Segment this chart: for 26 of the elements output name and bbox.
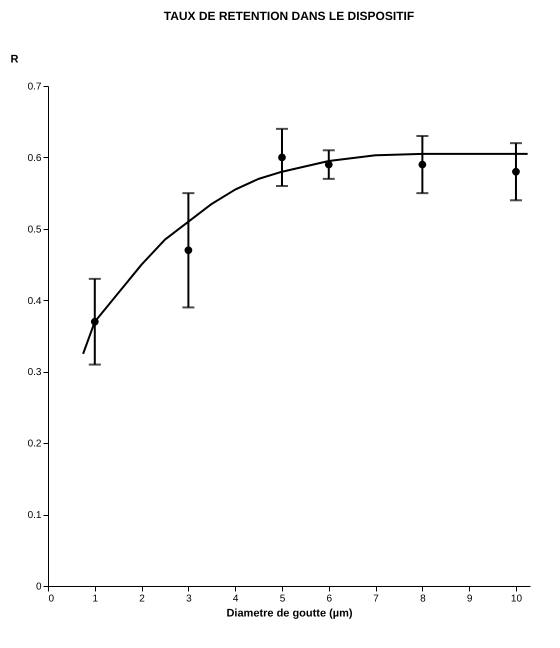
x-tick-label: 6	[326, 594, 332, 604]
x-tick-label: 5	[280, 594, 286, 604]
point	[278, 154, 286, 162]
point	[512, 168, 520, 176]
x-tick-label: 4	[232, 594, 239, 604]
y-tick-label: 0.7	[28, 82, 42, 92]
point	[184, 246, 192, 254]
x-tick-label: 0	[48, 594, 54, 604]
y-tick-label: 0.1	[28, 510, 42, 522]
y-tick-label: 0	[36, 582, 42, 592]
y-tick-label: 0.4	[28, 296, 42, 307]
x-tick-label: 9	[466, 594, 473, 604]
x-tick-label: 10	[510, 594, 522, 604]
y-axis-title: R	[10, 54, 19, 66]
x-tick-label: 3	[186, 594, 192, 604]
y-tick-label: 0.5	[28, 224, 42, 236]
x-tick-label: 8	[420, 594, 426, 604]
y-tick-label: 0.2	[28, 438, 42, 450]
chart-title: TAUX DE RETENTION DANS LE DISPOSITIF	[164, 9, 414, 23]
x-tick-label: 2	[139, 594, 146, 604]
y-tick-label: 0.3	[28, 367, 42, 378]
x-tick-label: 7	[373, 594, 380, 604]
y-tick-label: 0.6	[28, 152, 42, 164]
point	[418, 160, 426, 168]
x-axis-title: Diametre de goutte (µm)	[226, 608, 353, 620]
x-tick-label: 1	[92, 594, 99, 604]
